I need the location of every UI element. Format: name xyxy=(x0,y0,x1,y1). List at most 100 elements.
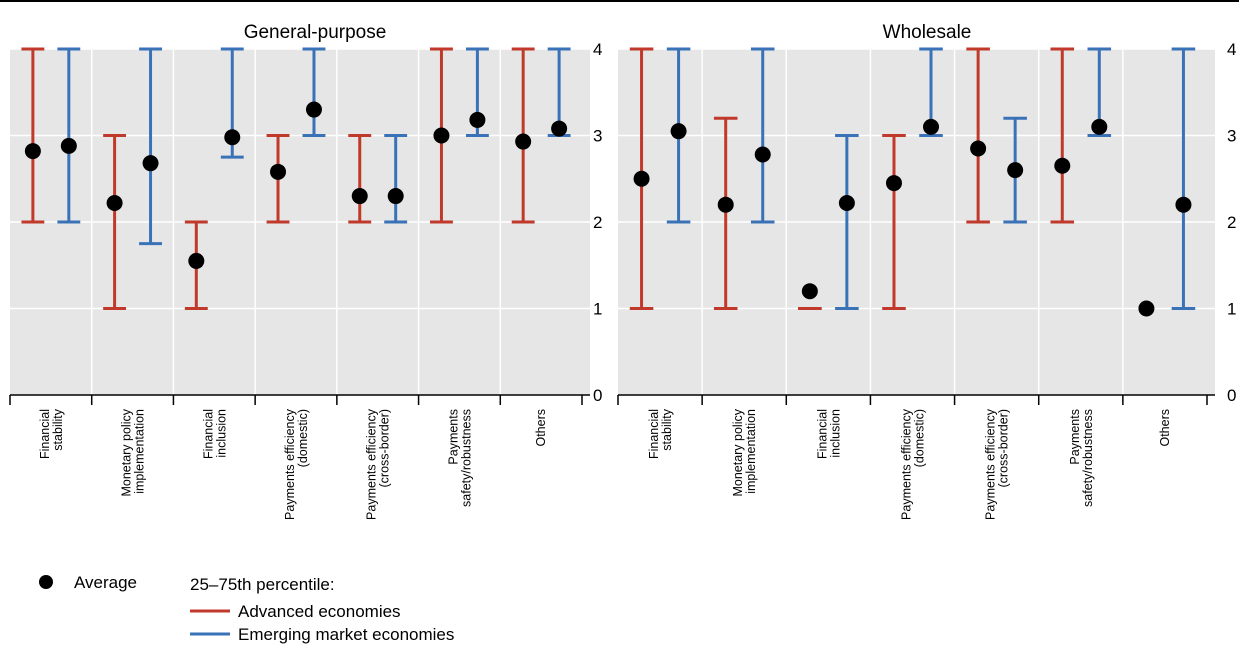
category-label: Payments efficiency(cross-border) xyxy=(984,408,1011,520)
category-label: Payments efficiency(domestic) xyxy=(900,408,927,520)
errorbar-emerging xyxy=(384,134,408,224)
errorbar-advanced xyxy=(713,116,738,310)
average-point-emerging xyxy=(1175,196,1192,213)
y-tick-label: 3 xyxy=(593,127,602,146)
y-tick-label: 1 xyxy=(1227,300,1236,319)
category-label-line: (domestic) xyxy=(913,409,927,467)
average-point-advanced xyxy=(633,170,650,187)
legend-average-label: Average xyxy=(74,573,137,592)
average-point-emerging xyxy=(1007,162,1024,179)
y-tick-label: 4 xyxy=(593,40,602,59)
average-point-emerging xyxy=(551,120,568,137)
category-label-line: Monetary policy xyxy=(731,408,745,496)
average-point-advanced xyxy=(970,140,987,157)
category-label-line: (domestic) xyxy=(296,409,310,467)
category-label: Others xyxy=(534,409,548,447)
errorbar-emerging xyxy=(835,134,859,310)
errorbar-emerging xyxy=(139,47,162,246)
average-point-advanced xyxy=(188,252,205,269)
category-label: Payments efficiency(domestic) xyxy=(283,408,310,520)
average-point-emerging xyxy=(1091,118,1108,135)
category-label: Financialinclusion xyxy=(201,409,228,459)
panel-title-general-purpose: General-purpose xyxy=(244,22,387,43)
average-point-advanced xyxy=(24,143,41,160)
average-point-advanced xyxy=(885,175,902,192)
y-tick-label: 1 xyxy=(593,300,602,319)
legend-advanced-label: Advanced economies xyxy=(238,602,401,621)
category-label-line: Financial xyxy=(38,409,52,459)
category-label-line: Monetary policy xyxy=(120,408,134,496)
category-label: Paymentssafety/robustness xyxy=(446,409,473,507)
legend-percentile-title: 25–75th percentile: xyxy=(190,575,335,594)
category-label-line: Payments xyxy=(1068,409,1082,465)
errorbar-advanced xyxy=(348,134,372,224)
category-label-line: Payments xyxy=(446,409,460,465)
category-label-line: Payments efficiency xyxy=(900,408,914,520)
category-label-line: Others xyxy=(534,409,548,447)
errorbar-emerging xyxy=(750,47,775,224)
category-label-line: implementation xyxy=(744,409,758,494)
category-label-line: (cross-border) xyxy=(378,409,392,488)
average-point-emerging xyxy=(387,188,404,205)
average-point-emerging xyxy=(60,137,77,154)
average-point-advanced xyxy=(106,194,123,211)
errorbar-advanced xyxy=(1050,47,1075,224)
y-tick-label: 0 xyxy=(1227,386,1236,405)
y-tick-label: 4 xyxy=(1227,40,1236,59)
average-point-advanced xyxy=(433,127,450,144)
errorbar-emerging xyxy=(302,47,326,137)
category-label-line: stability xyxy=(660,408,674,450)
category-label-line: Financial xyxy=(815,409,829,459)
average-point-emerging xyxy=(670,123,687,140)
errorbar-emerging xyxy=(1171,47,1196,310)
panel-title-wholesale: Wholesale xyxy=(883,22,972,43)
y-tick-label: 2 xyxy=(593,213,602,232)
average-point-emerging xyxy=(224,129,241,146)
category-label-line: inclusion xyxy=(214,409,228,458)
average-point-advanced xyxy=(1054,157,1071,174)
legend-emerging-label: Emerging market economies xyxy=(238,625,454,644)
y-tick-label: 0 xyxy=(593,386,602,405)
errorbar-advanced xyxy=(103,134,127,310)
category-label-line: implementation xyxy=(133,409,147,494)
category-label: Financialinclusion xyxy=(815,409,842,459)
average-point-advanced xyxy=(515,133,532,150)
average-point-advanced xyxy=(351,188,368,205)
category-label-line: safety/robustness xyxy=(1081,409,1095,507)
category-label: Financialstability xyxy=(647,408,674,459)
average-point-emerging xyxy=(305,101,322,118)
y-tick-label: 3 xyxy=(1227,127,1236,146)
category-label-line: Others xyxy=(1158,409,1172,447)
category-label-line: (cross-border) xyxy=(997,409,1011,488)
errorbar-advanced xyxy=(21,47,45,224)
category-label-line: Payments efficiency xyxy=(984,408,998,520)
category-label: Monetary policyimplementation xyxy=(120,408,147,496)
errorbar-emerging xyxy=(57,47,81,224)
average-point-advanced xyxy=(801,283,818,300)
legend-average-marker xyxy=(39,575,53,589)
average-point-emerging xyxy=(469,111,486,128)
category-label-line: inclusion xyxy=(828,409,842,458)
category-label: Paymentssafety/robustness xyxy=(1068,409,1095,507)
category-label: Financialstability xyxy=(38,408,65,459)
errorbar-advanced xyxy=(966,47,990,224)
category-label-line: Financial xyxy=(647,409,661,459)
category-label: Payments efficiency(cross-border) xyxy=(365,408,392,520)
category-label: Others xyxy=(1158,409,1172,447)
category-label-line: stability xyxy=(51,408,65,450)
average-point-emerging xyxy=(923,118,940,135)
category-label: Monetary policyimplementation xyxy=(731,408,758,496)
category-label-line: Payments efficiency xyxy=(365,408,379,520)
average-point-emerging xyxy=(142,155,159,172)
category-label-line: Payments efficiency xyxy=(283,408,297,520)
average-point-emerging xyxy=(838,194,855,211)
average-point-emerging xyxy=(754,146,771,163)
y-tick-label: 2 xyxy=(1227,213,1236,232)
errorbar-advanced xyxy=(882,134,906,310)
legend: Average 25–75th percentile: Advanced eco… xyxy=(39,573,454,644)
category-label-line: safety/robustness xyxy=(459,409,473,507)
category-label-line: Financial xyxy=(201,409,215,459)
